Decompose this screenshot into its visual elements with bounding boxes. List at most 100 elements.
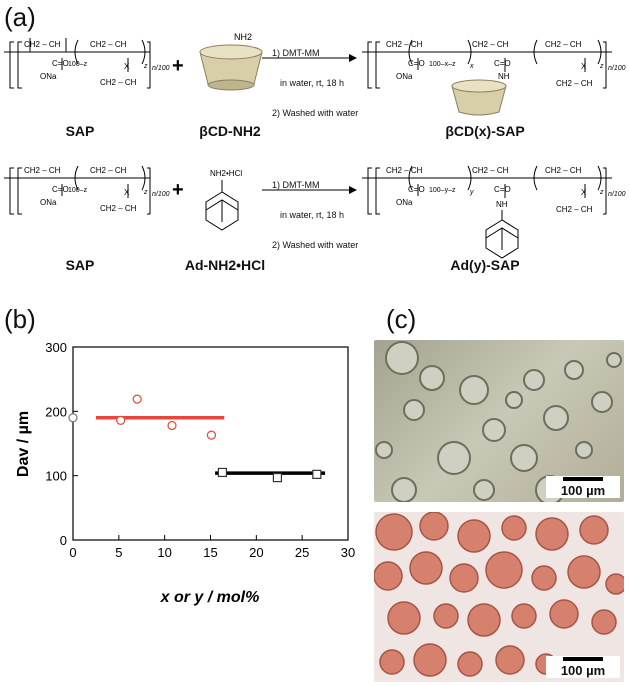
p2-sub-y: y bbox=[469, 189, 474, 196]
plot-frame bbox=[72, 346, 349, 541]
y-tick-label: 300 bbox=[45, 340, 67, 355]
cond1-line2: in water, rt, 18 h bbox=[280, 78, 345, 88]
beta-cd-attached-icon bbox=[451, 79, 507, 116]
s1-sub-n100: n/100 bbox=[152, 65, 170, 72]
s2-sub-100z: 100–z bbox=[68, 187, 88, 194]
conditions-2: 1) DMT-MM in water, rt, 18 h 2) Washed w… bbox=[272, 160, 358, 260]
scale-bar-bottom: 100 µm bbox=[546, 656, 620, 678]
data-point-square bbox=[272, 472, 283, 483]
scale-bar-top: 100 µm bbox=[546, 476, 620, 498]
s1-sub-100z: 100–z bbox=[68, 61, 88, 68]
p1-sub-z: z bbox=[599, 63, 604, 70]
cond2-line3: 2) Washed with water bbox=[272, 240, 359, 250]
s2-sub-n100: n/100 bbox=[152, 191, 170, 198]
plus-1: + bbox=[172, 55, 184, 77]
p2-sub-z: z bbox=[599, 189, 604, 196]
sap-structure-2 bbox=[4, 165, 151, 215]
s2-sub-z: z bbox=[143, 189, 148, 196]
p1-sub-x: x bbox=[469, 63, 474, 70]
data-point-square bbox=[217, 467, 228, 478]
s2-x: X bbox=[124, 188, 130, 197]
scale-bar-line-bottom bbox=[563, 657, 603, 661]
p1-sub-n100: n/100 bbox=[608, 65, 626, 72]
label-bcd-sap: βCD(x)-SAP bbox=[445, 123, 525, 139]
p2-ch2ch-a: CH2 – CH bbox=[386, 166, 423, 175]
p1-co-b: C=O bbox=[494, 59, 511, 68]
p2-co-b: C=O bbox=[494, 185, 511, 194]
data-point-square bbox=[312, 469, 322, 479]
y-axis-label: Dav / µm bbox=[15, 411, 32, 477]
data-point-circle bbox=[132, 394, 142, 404]
x-axis-label: x or y / mol% bbox=[160, 589, 260, 606]
p1-ona: ONa bbox=[396, 72, 413, 81]
p1-ch2ch-c: CH2 – CH bbox=[545, 40, 582, 49]
p1-ch2ch-a: CH2 – CH bbox=[386, 40, 423, 49]
x-tick-label: 25 bbox=[295, 545, 309, 560]
data-point-circle bbox=[167, 420, 177, 431]
p1-sub-100xz: 100–x–z bbox=[429, 61, 456, 68]
p2-ch2ch-b: CH2 – CH bbox=[472, 166, 509, 175]
label-ad-nh2-hcl: Ad-NH2•HCl bbox=[184, 257, 266, 273]
scale-bar-line-top bbox=[563, 477, 603, 481]
x-tick-label: 0 bbox=[69, 545, 76, 560]
sap-structure-1 bbox=[4, 38, 151, 89]
s1-ona: ONa bbox=[40, 72, 57, 81]
cond2-line1: 1) DMT-MM bbox=[272, 180, 320, 190]
s2-ch2ch-a: CH2 – CH bbox=[24, 166, 61, 175]
panel-label-c: (c) bbox=[386, 304, 417, 334]
s2-ona: ONa bbox=[40, 198, 57, 207]
s2-ch2ch-b: CH2 – CH bbox=[90, 166, 127, 175]
s2-co: C=O bbox=[52, 185, 69, 194]
label-bcd-nh2: βCD-NH2 bbox=[199, 123, 261, 139]
x-tick-label: 20 bbox=[249, 545, 263, 560]
s1-co: C=O bbox=[52, 59, 69, 68]
micrograph-bottom: 100 µm bbox=[374, 512, 624, 682]
adamantane-icon bbox=[205, 180, 239, 231]
beta-cd-amine: NH2 bbox=[234, 32, 252, 42]
p1-ch2ch-b: CH2 – CH bbox=[472, 40, 509, 49]
cond1-line3: 2) Washed with water bbox=[272, 108, 359, 118]
cond2-line2: in water, rt, 18 h bbox=[280, 210, 345, 220]
beta-cd-icon bbox=[199, 44, 263, 91]
beads-top bbox=[375, 341, 622, 502]
x-tick-label: 10 bbox=[157, 545, 171, 560]
p1-co-a: C=O bbox=[408, 59, 425, 68]
x-tick-label: 5 bbox=[115, 545, 122, 560]
p1-nh: NH bbox=[498, 72, 510, 81]
ad-sap-structure bbox=[362, 165, 612, 259]
s1-x: X bbox=[124, 62, 130, 71]
data-point-circle bbox=[206, 430, 217, 440]
bcd-sap-structure bbox=[362, 39, 612, 89]
p1-bottom: CH2 – CH bbox=[556, 79, 593, 88]
conditions-1: 1) DMT-MM in water, rt, 18 h 2) Washed w… bbox=[272, 28, 358, 128]
data-point-circle bbox=[68, 413, 78, 423]
label-sap-1: SAP bbox=[65, 123, 95, 139]
p2-x: X bbox=[581, 188, 587, 197]
y-tick-label: 200 bbox=[45, 404, 67, 419]
scale-text-top: 100 µm bbox=[560, 483, 606, 498]
panel-label-a: (a) bbox=[4, 2, 36, 32]
s1-sub-z: z bbox=[143, 63, 148, 70]
reaction-scheme: CH2 – CH CH2 – CH C=O ONa X CH2 – CH 100… bbox=[4, 32, 626, 259]
scale-text-bottom: 100 µm bbox=[560, 663, 606, 678]
p2-ona: ONa bbox=[396, 198, 413, 207]
cond1-line1: 1) DMT-MM bbox=[272, 48, 320, 58]
p2-nh: NH bbox=[496, 200, 508, 209]
label-sap-2: SAP bbox=[65, 257, 95, 273]
p2-ch2ch-c: CH2 – CH bbox=[545, 166, 582, 175]
s1-ch2ch-a: CH2 – CH bbox=[24, 40, 61, 49]
p2-co-a: C=O bbox=[408, 185, 425, 194]
p2-bottom: CH2 – CH bbox=[556, 205, 593, 214]
ad-amine: NH2•HCl bbox=[210, 169, 242, 178]
s1-ch2ch-b: CH2 – CH bbox=[90, 40, 127, 49]
p2-sub-100yz: 100–y–z bbox=[429, 187, 456, 194]
s1-bottom: CH2 – CH bbox=[100, 78, 137, 87]
x-tick-label: 30 bbox=[341, 545, 355, 560]
y-tick-label: 0 bbox=[60, 533, 67, 548]
y-tick-label: 100 bbox=[45, 469, 67, 484]
p2-sub-n100: n/100 bbox=[608, 191, 626, 198]
panel-label-b: (b) bbox=[4, 304, 36, 334]
p1-x: X bbox=[581, 62, 587, 71]
label-ad-sap: Ad(y)-SAP bbox=[450, 257, 520, 273]
